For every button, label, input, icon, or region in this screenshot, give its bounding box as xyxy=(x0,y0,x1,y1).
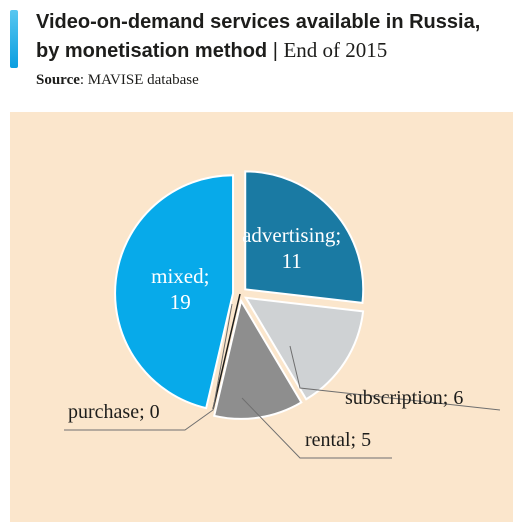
title-period: End of 2015 xyxy=(283,38,388,62)
title-separator: | xyxy=(272,40,278,62)
leader-line-rental xyxy=(241,397,392,459)
chart-title: Video-on-demand services available in Ru… xyxy=(36,8,516,65)
pie-slice-mixed xyxy=(114,174,235,410)
slice-label-advertising: advertising; xyxy=(242,223,341,247)
source-note: Source: MAVISE database xyxy=(36,72,199,89)
slice-label-mixed: mixed; xyxy=(151,264,209,288)
slice-label-rental: rental; 5 xyxy=(305,429,371,451)
slice-value-advertising: 11 xyxy=(282,249,302,273)
pie-slice-subscription xyxy=(243,296,365,401)
pie-slice-rental xyxy=(212,298,303,420)
title-line1: Video-on-demand services available in Ru… xyxy=(36,11,481,33)
leader-line-subscription xyxy=(289,345,501,411)
title-line2: by monetisation method xyxy=(36,40,268,62)
leader-line-purchase xyxy=(64,303,233,431)
pie-slice-purchase xyxy=(212,293,241,410)
pie-slice-advertising xyxy=(244,170,365,304)
title-accent-bar xyxy=(10,10,18,68)
slice-label-subscription: subscription; 6 xyxy=(345,387,463,409)
slice-label-purchase: purchase; 0 xyxy=(68,401,160,423)
slice-value-mixed: 19 xyxy=(170,290,191,314)
source-label: Source xyxy=(36,72,80,88)
source-text: : MAVISE database xyxy=(79,72,199,88)
